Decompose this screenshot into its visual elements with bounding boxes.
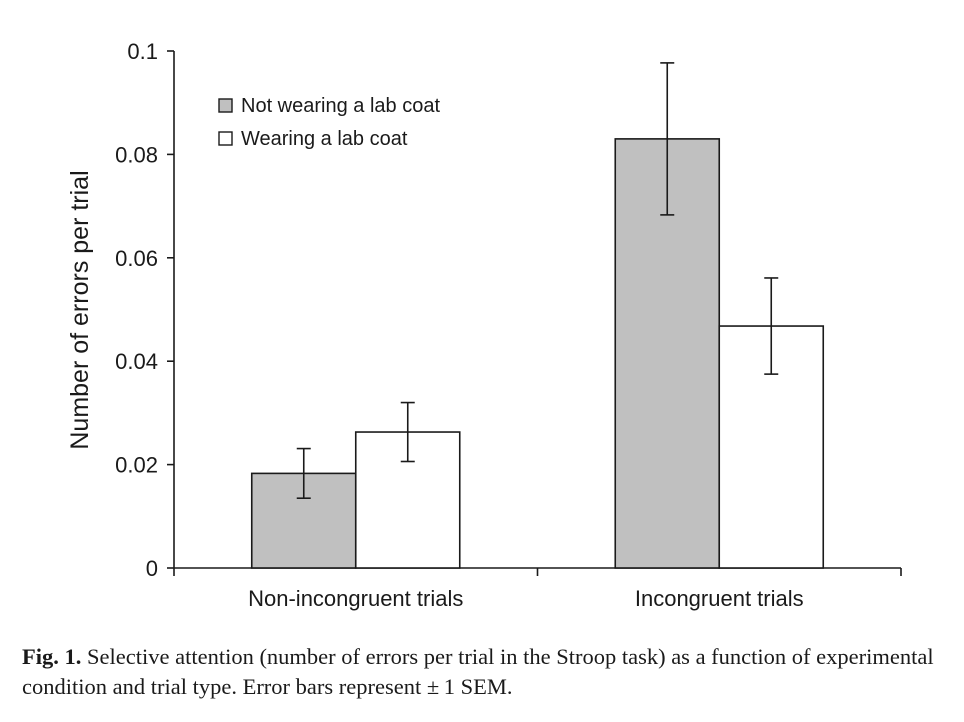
y-tick-label: 0.1 <box>127 39 158 64</box>
legend-label: Wearing a lab coat <box>241 128 408 150</box>
caption-text: Selective attention (number of errors pe… <box>22 644 934 699</box>
x-tick-label: Non-incongruent trials <box>248 586 463 611</box>
bars <box>250 138 825 569</box>
y-axis-label: Number of errors per trial <box>66 170 94 449</box>
y-tick-label: 0.06 <box>115 246 158 271</box>
y-tick-label: 0.04 <box>115 349 158 374</box>
y-tick-label: 0 <box>146 556 158 581</box>
y-tick-label: 0.08 <box>115 142 158 167</box>
y-tick-label: 0.02 <box>115 453 158 478</box>
legend-swatch <box>218 131 233 146</box>
legend: Not wearing a lab coat Wearing a lab coat <box>218 95 440 150</box>
legend-swatch <box>218 98 233 113</box>
figure-label: Fig. 1. <box>22 644 82 669</box>
error-bars <box>296 62 779 500</box>
figure-caption: Fig. 1. Selective attention (number of e… <box>22 642 952 702</box>
legend-label: Not wearing a lab coat <box>241 95 440 117</box>
bar-chart: 0 0.02 0.04 0.06 0.08 0.1 Non-incongruent tria… <box>66 39 902 611</box>
x-tick-label: Incongruent trials <box>635 586 804 611</box>
axes: 0 0.02 0.04 0.06 0.08 0.1 Non-incongruent tria… <box>115 39 902 611</box>
